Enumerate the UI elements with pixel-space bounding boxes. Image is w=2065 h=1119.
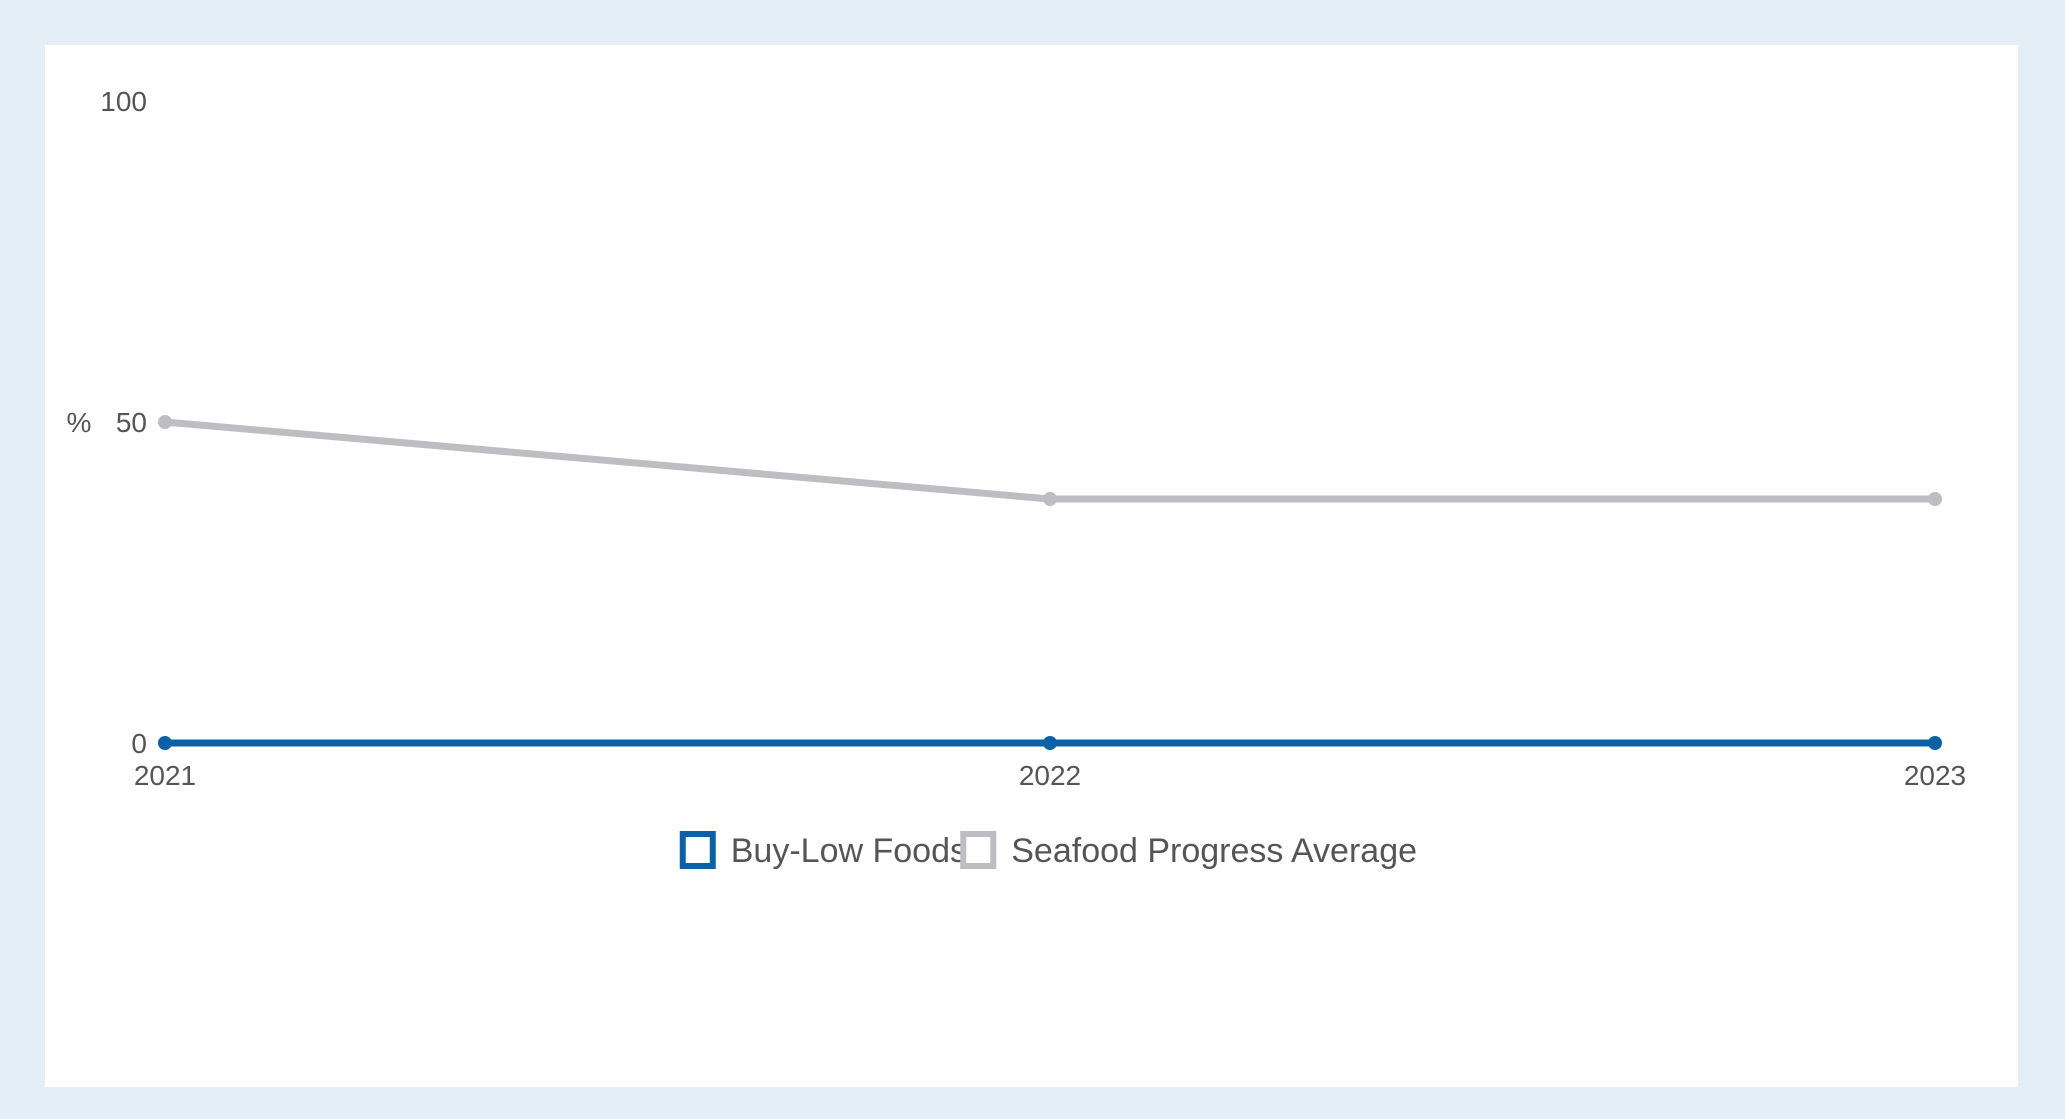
y-tick-label: 100 [100,86,147,117]
x-tick-label: 2023 [1904,760,1966,791]
legend-swatch [960,831,997,869]
x-tick-label: 2021 [134,760,196,791]
y-axis: 0 50 100% [67,86,147,759]
data-point [1928,736,1942,750]
line-chart: 0 50 100% 2021 2022 2023 Buy-Low Foods Seafoo… [67,86,1967,870]
data-point [1928,492,1942,507]
series-line [161,418,1939,503]
data-point [158,736,172,750]
data-point [158,415,172,429]
data-point [1043,736,1057,750]
y-tick-label: 50 [116,407,147,438]
legend-label: Seafood Progress Average [1011,832,1417,870]
legend-label: Buy-Low Foods [731,832,967,870]
legend: Buy-Low Foods Seafood Progress Average [679,831,1417,870]
series-layer [158,415,1942,750]
legend-swatch [679,831,716,869]
y-tick-label: 0 [131,728,147,759]
chart-panel: 0 50 100% 2021 2022 2023 Buy-Low Foods Seafoo… [45,45,2018,1087]
data-point [1043,492,1057,507]
x-axis: 2021 2022 2023 [134,760,1966,791]
x-tick-label: 2022 [1019,760,1081,791]
y-axis-label: % [67,407,92,438]
